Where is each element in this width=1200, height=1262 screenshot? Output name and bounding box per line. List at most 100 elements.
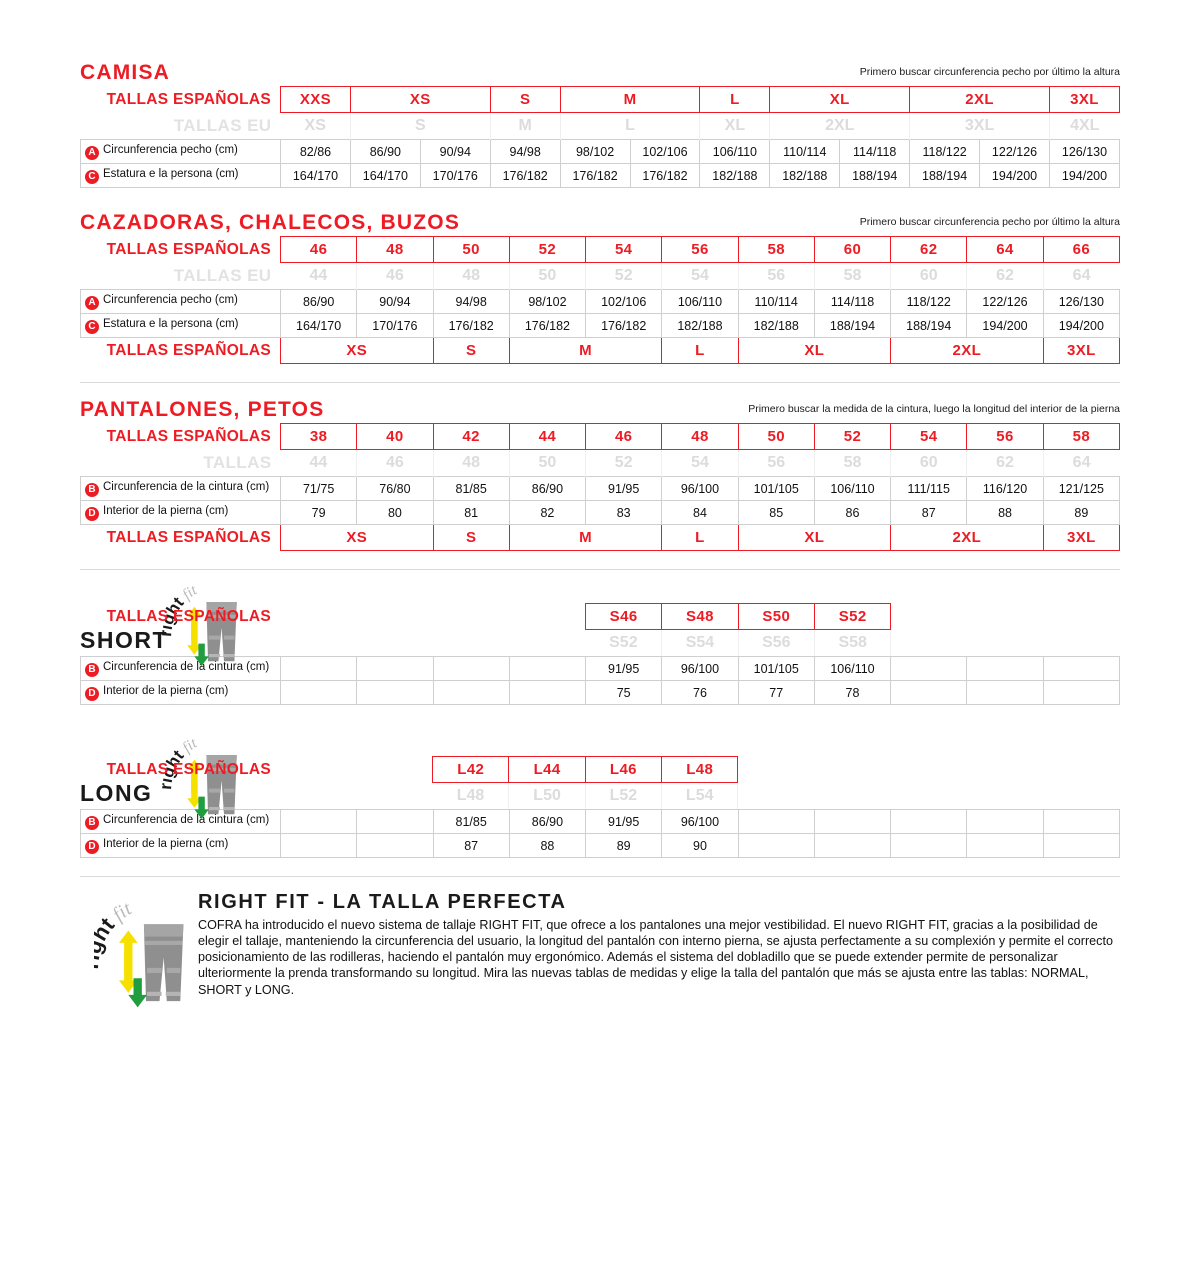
- measure-cell: 86/90: [279, 289, 358, 315]
- size-cell-esp[interactable]: 62: [890, 236, 968, 264]
- size-cell-esp[interactable]: 52: [813, 423, 892, 451]
- measure-cell: 176/182: [432, 313, 510, 339]
- measure-cell: 79: [279, 500, 358, 526]
- size-cell-esp[interactable]: S: [432, 524, 510, 552]
- size-cell-esp[interactable]: XS: [280, 337, 434, 365]
- row-label-tallas-eu: TALLAS: [203, 452, 272, 472]
- size-cell-esp[interactable]: 64: [966, 236, 1044, 264]
- measure-cell: 81/85: [432, 809, 510, 835]
- measure-row-text: Estatura e la persona (cm): [103, 317, 239, 330]
- measure-cell: 122/126: [966, 289, 1044, 315]
- size-cell-esp[interactable]: 54: [585, 236, 663, 264]
- size-cell-esp[interactable]: 52: [508, 236, 587, 264]
- row-label-tallas-eu: [80, 630, 280, 657]
- row-esp: TALLAS ESPAÑOLAS S46 S48 S50 S52: [80, 603, 1120, 631]
- size-cell-esp[interactable]: S48: [661, 603, 739, 631]
- size-cell-esp: [967, 604, 1043, 630]
- size-cell-esp[interactable]: 46: [279, 236, 358, 264]
- size-cell-esp[interactable]: M: [559, 86, 701, 114]
- size-cell-esp: [1043, 757, 1119, 783]
- size-cell-esp[interactable]: S52: [814, 603, 892, 631]
- measure-badge-d-icon: D: [85, 839, 99, 854]
- row-label-tallas-eu: [80, 783, 280, 810]
- size-cell-esp[interactable]: 3XL: [1042, 524, 1121, 552]
- measure-cell: [356, 680, 434, 706]
- size-cell-esp[interactable]: XL: [737, 337, 892, 365]
- section-pantalones: PANTALONES, PETOS Primero buscar la medi…: [80, 399, 1121, 552]
- size-cell-esp[interactable]: M: [508, 524, 663, 552]
- size-cell-esp[interactable]: 44: [508, 423, 587, 451]
- size-cell-esp: [891, 757, 967, 783]
- size-cell-esp[interactable]: 48: [356, 236, 434, 264]
- size-cell-esp[interactable]: L44: [508, 756, 586, 784]
- measure-cell: 76/80: [356, 476, 434, 502]
- size-cell-esp[interactable]: 2XL: [909, 86, 1050, 114]
- size-cell-esp[interactable]: 3XL: [1048, 86, 1121, 114]
- measure-cell: 121/125: [1042, 476, 1121, 502]
- size-cell-esp[interactable]: XL: [769, 86, 911, 114]
- size-cell-esp[interactable]: S46: [584, 603, 663, 631]
- row-esp: TALLAS ESPAÑOLAS 38 40 42 44 46 48 50 52 54 56 58: [81, 423, 1121, 451]
- measure-cell: 122/126: [979, 139, 1050, 165]
- measure-cell: [356, 833, 434, 859]
- size-cell-esp[interactable]: L42: [432, 756, 510, 784]
- measure-cell: [890, 809, 968, 835]
- size-cell-esp[interactable]: 66: [1042, 236, 1121, 264]
- size-cell-esp[interactable]: L46: [584, 756, 663, 784]
- measure-cell: 89: [585, 833, 663, 859]
- measure-cell: [432, 680, 510, 706]
- measure-cell: [508, 656, 587, 682]
- size-cell-esp[interactable]: XL: [737, 524, 892, 552]
- divider-1: [80, 382, 1120, 384]
- size-cell-esp[interactable]: 38: [279, 423, 358, 451]
- size-cell-esp[interactable]: 58: [1042, 423, 1121, 451]
- row-label-tallas-espanolas: TALLAS ESPAÑOLAS: [106, 90, 271, 108]
- measure-cell: 106/110: [813, 656, 892, 682]
- size-cell-eu: 52: [585, 449, 663, 477]
- measure-cell: 88: [966, 500, 1044, 526]
- size-cell-esp[interactable]: 50: [737, 423, 815, 451]
- measure-cell: 96/100: [661, 476, 739, 502]
- measure-cell: 194/200: [1048, 163, 1121, 189]
- size-cell-esp[interactable]: L: [699, 86, 771, 114]
- measure-cell: 164/170: [349, 163, 421, 189]
- size-cell-eu: [433, 630, 509, 657]
- size-cell-esp[interactable]: 2XL: [890, 337, 1044, 365]
- measure-row-text: Interior de la pierna (cm): [103, 504, 229, 517]
- size-cell-esp[interactable]: 60: [813, 236, 892, 264]
- measure-row-text: Circunferencia pecho (cm): [103, 143, 238, 156]
- section-title-cazadoras: CAZADORAS, CHALECOS, BUZOS: [80, 211, 461, 235]
- size-cell-esp[interactable]: 56: [966, 423, 1044, 451]
- row-esp: TALLAS ESPAÑOLAS XS S M L XL 2XL 3XL: [81, 337, 1121, 365]
- size-cell-esp[interactable]: 54: [890, 423, 968, 451]
- size-cell-esp[interactable]: 40: [356, 423, 434, 451]
- size-cell-esp[interactable]: S50: [737, 603, 816, 631]
- size-cell-esp[interactable]: 58: [737, 236, 815, 264]
- size-cell-esp[interactable]: 3XL: [1042, 337, 1121, 365]
- measure-cell: 96/100: [661, 809, 739, 835]
- measure-cell: 182/188: [699, 163, 771, 189]
- size-cell-esp[interactable]: 46: [585, 423, 663, 451]
- size-cell-esp[interactable]: S: [489, 86, 561, 114]
- measure-cell: 87: [890, 500, 968, 526]
- size-cell-esp[interactable]: L: [661, 337, 739, 365]
- size-cell-esp[interactable]: 50: [432, 236, 510, 264]
- size-cell-esp[interactable]: 48: [661, 423, 739, 451]
- measure-cell: 85: [737, 500, 815, 526]
- measure-row-text: Estatura e la persona (cm): [103, 167, 239, 180]
- size-cell-esp[interactable]: 42: [432, 423, 510, 451]
- size-cell-esp[interactable]: S: [432, 337, 510, 365]
- size-cell-esp[interactable]: 2XL: [890, 524, 1044, 552]
- size-cell-esp[interactable]: XS: [280, 524, 434, 552]
- table-long-header: TALLAS ESPAÑOLAS L42 L44 L46 L48 L48 L50 L52 L54: [80, 756, 1120, 810]
- measure-row-text: Circunferencia pecho (cm): [103, 293, 238, 306]
- size-cell-esp[interactable]: XS: [349, 86, 491, 114]
- description-title: RIGHT FIT - LA TALLA PERFECTA: [198, 891, 567, 914]
- size-cell-esp[interactable]: XXS: [280, 86, 351, 114]
- size-cell-esp[interactable]: M: [508, 337, 663, 365]
- size-cell-esp[interactable]: L: [661, 524, 739, 552]
- size-cell-esp[interactable]: 56: [661, 236, 739, 264]
- table-row: D Interior de la pierna (cm) 87 88 89 90: [80, 833, 1121, 859]
- measure-cell: 176/182: [559, 163, 631, 189]
- size-cell-esp[interactable]: L48: [661, 756, 739, 784]
